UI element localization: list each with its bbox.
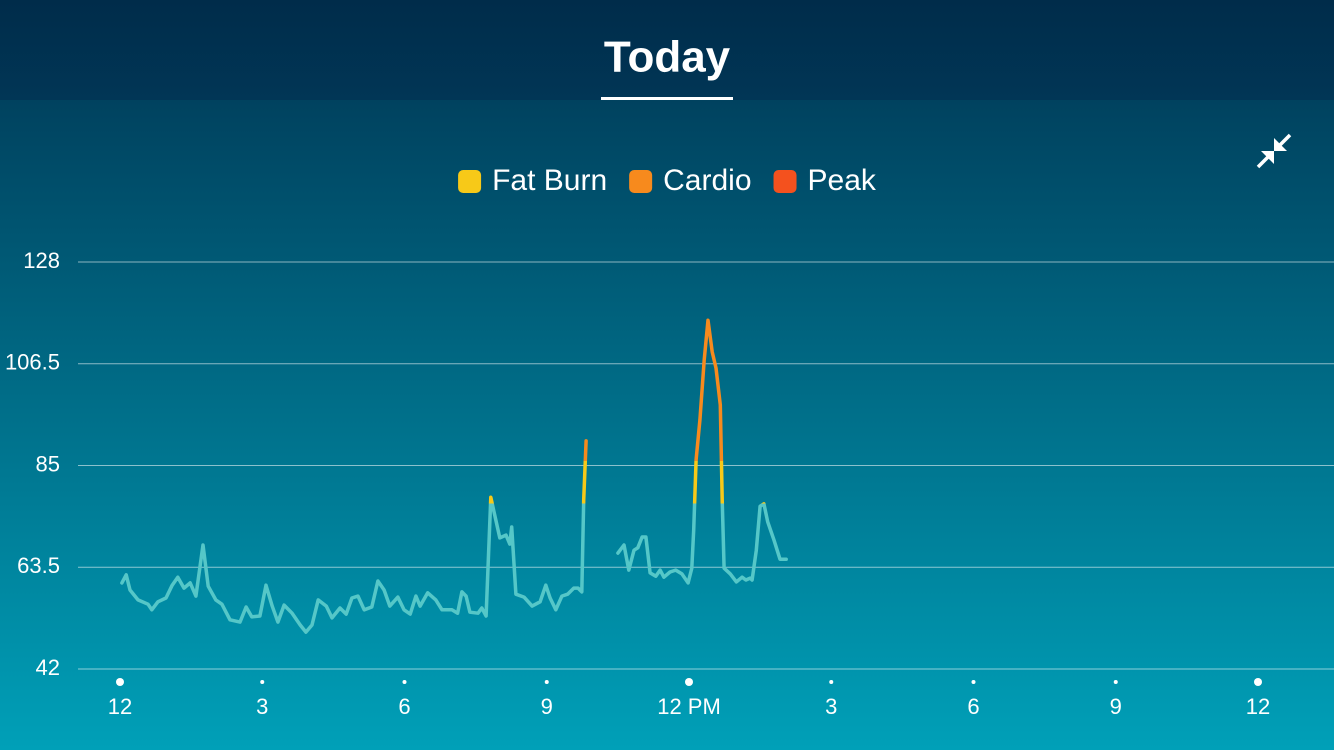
x-tick-label: 9: [541, 694, 553, 719]
y-tick-label: 128: [23, 248, 60, 273]
legend: Fat Burn Cardio Peak: [458, 164, 877, 197]
collapse-icon[interactable]: [1256, 133, 1292, 169]
y-tick-label: 42: [36, 655, 60, 680]
x-tick-dot: [116, 678, 124, 686]
x-tick-dot: [260, 680, 265, 684]
header-title[interactable]: Today: [604, 33, 731, 82]
y-tick-label: 106.5: [5, 350, 60, 375]
background: [0, 100, 1334, 750]
legend-swatch: [458, 170, 482, 193]
x-tick-label: 3: [256, 694, 268, 719]
x-tick-label: 3: [825, 694, 837, 719]
x-tick-label: 6: [398, 694, 410, 719]
x-tick-dot: [1113, 680, 1118, 684]
legend-label: Cardio: [663, 164, 751, 197]
x-tick-dot: [685, 678, 693, 686]
heart-rate-line: [616, 318, 788, 585]
x-tick-label: 6: [967, 694, 979, 719]
y-tick-label: 85: [36, 451, 60, 476]
x-tick-label: 12: [1246, 694, 1270, 719]
x-tick-dot: [402, 680, 407, 684]
x-tick-dot: [544, 680, 549, 684]
header: [0, 0, 1334, 100]
x-tick-label: 12: [108, 694, 132, 719]
y-tick-label: 63.5: [17, 553, 60, 578]
x-tick-label: 12 PM: [657, 694, 721, 719]
legend-swatch: [629, 170, 653, 193]
heart-rate-line: [120, 439, 588, 634]
legend-label: Peak: [808, 164, 877, 197]
legend-label: Fat Burn: [492, 164, 607, 197]
legend-swatch: [773, 170, 797, 193]
tab-underline: [601, 97, 733, 100]
x-tick-dot: [1254, 678, 1262, 686]
x-tick-label: 9: [1110, 694, 1122, 719]
x-tick-dot: [971, 680, 976, 684]
x-tick-dot: [829, 680, 834, 684]
